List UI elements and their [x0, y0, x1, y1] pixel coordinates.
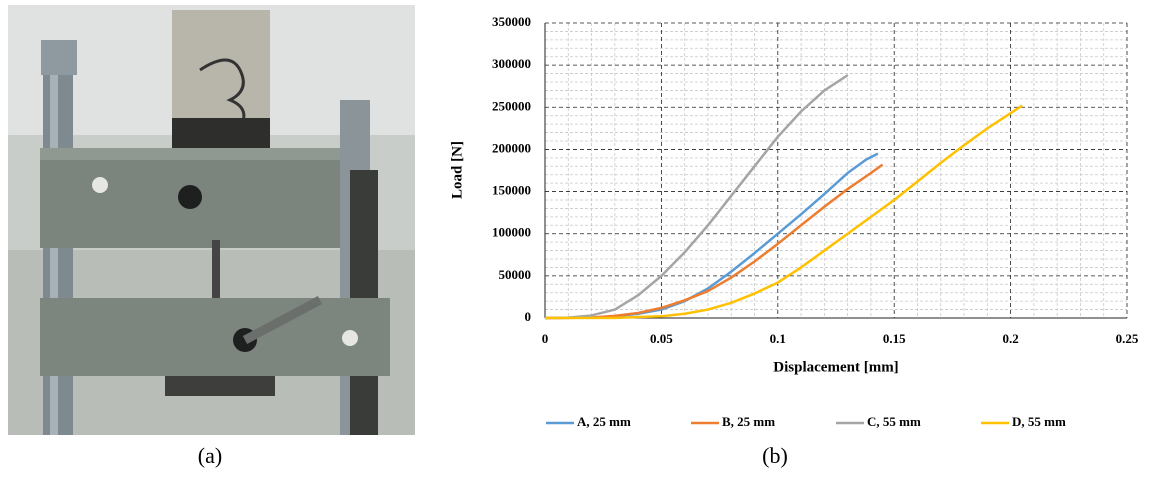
x-tick-label: 0.25 [1116, 331, 1139, 346]
legend-label: D, 55 mm [1012, 414, 1066, 429]
line [544, 152, 879, 320]
y-tick-label: 200000 [492, 140, 531, 155]
line [544, 74, 849, 320]
y-tick-label: 300000 [492, 56, 531, 71]
y-tick-label: 100000 [492, 225, 531, 240]
y-tick-label: 350000 [492, 14, 531, 29]
y-tick-label: 150000 [492, 183, 531, 198]
x-tick-label: 0.1 [770, 331, 786, 346]
legend-label: B, 25 mm [722, 414, 775, 429]
caption: (a) [198, 443, 222, 468]
y-axis-title: Load [N] [449, 141, 465, 199]
photo [8, 5, 415, 435]
legend-label: A, 25 mm [577, 414, 631, 429]
line [544, 163, 884, 320]
x-tick-label: 0.15 [883, 331, 906, 346]
x-axis-title: Displacement [mm] [773, 359, 898, 375]
y-tick-label: 250000 [492, 98, 531, 113]
x-tick-label: 0.2 [1002, 331, 1018, 346]
legend-label: C, 55 mm [867, 414, 921, 429]
y-tick-label: 50000 [499, 267, 532, 282]
caption: (b) [762, 443, 788, 468]
line [544, 104, 1023, 320]
x-tick-label: 0.05 [650, 331, 673, 346]
x-tick-label: 0 [542, 331, 549, 346]
y-tick-label: 0 [525, 309, 532, 324]
